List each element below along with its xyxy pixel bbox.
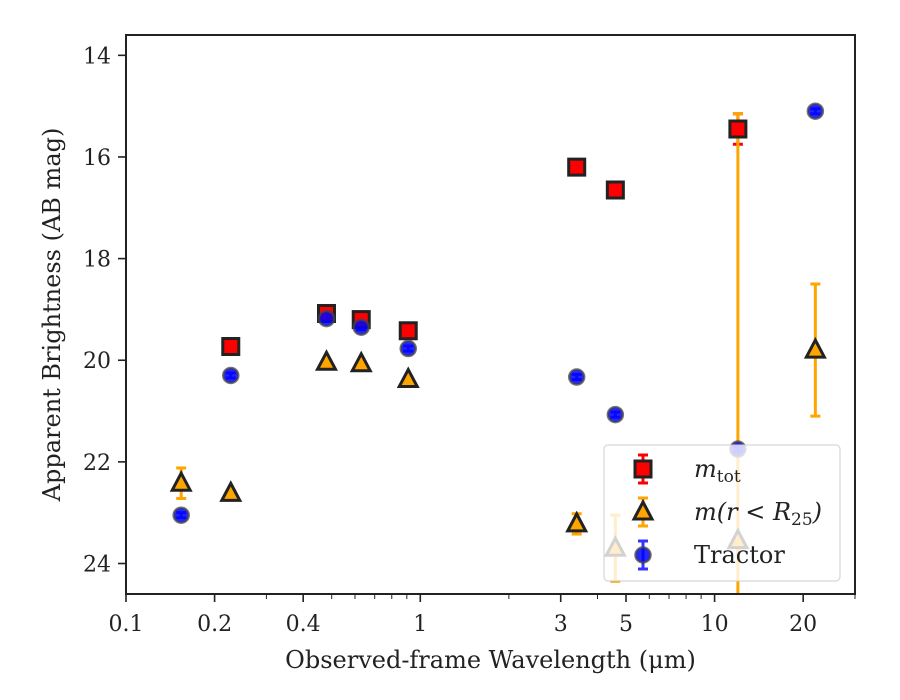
legend: mtot m(r < R25) Tractor <box>603 444 841 582</box>
y-tick-label: 24 <box>83 553 111 578</box>
legend-label-subscript: 25 <box>791 510 813 530</box>
legend-label-tail: ) <box>812 498 822 526</box>
legend-label-m_tot: mtot <box>694 455 741 487</box>
legend-label-subscript: tot <box>717 467 741 487</box>
y-tick-label: 18 <box>83 248 111 273</box>
tractor-point <box>567 368 586 386</box>
legend-label-text: m <box>694 455 717 483</box>
legend-marker-m_r25 <box>631 498 655 521</box>
legend-marker-m_tot <box>633 459 653 479</box>
tractor-point <box>222 366 240 385</box>
legend-label-text: Tractor <box>694 541 785 569</box>
tractor-point <box>399 339 417 358</box>
m_r25-point <box>169 470 193 492</box>
tractor-point <box>606 405 625 424</box>
y-tick-label: 16 <box>83 146 111 171</box>
x-tick-label: 0.2 <box>197 612 232 637</box>
x-tick-label: 0.4 <box>286 612 321 637</box>
legend-label-tractor: Tractor <box>694 541 785 569</box>
x-tick-label: 3 <box>554 612 568 637</box>
legend-marker-tractor <box>634 546 652 564</box>
x-tick-label: 5 <box>619 612 633 637</box>
m_r25-point <box>314 349 338 371</box>
marker-layer <box>169 102 827 557</box>
m_r25-point <box>396 366 420 389</box>
x-tick-label: 20 <box>789 612 817 637</box>
tractor-point <box>352 318 370 336</box>
x-tick-label: 0.1 <box>109 612 144 637</box>
m_r25-point <box>803 336 827 359</box>
m_tot-point <box>605 180 625 200</box>
m_r25-point <box>349 350 373 373</box>
x-axis-title: Observed-frame Wavelength (μm) <box>285 646 696 674</box>
y-tick-label: 14 <box>83 44 111 69</box>
legend-box <box>603 444 841 582</box>
tractor-point <box>806 102 825 120</box>
x-tick-label: 10 <box>701 612 729 637</box>
y-axis-title: Apparent Brightness (AB mag) <box>38 128 66 503</box>
m_r25-point <box>219 480 243 502</box>
m_tot-point <box>567 157 587 177</box>
m_tot-point <box>398 321 418 341</box>
legend-label-text: m(r < R <box>694 498 791 526</box>
tractor-point <box>172 506 190 524</box>
m_tot-point <box>728 119 748 139</box>
tick-layer: 0.1 0.2 0.4 1 3 5 10 20 14 16 18 20 22 24 <box>83 44 856 637</box>
y-tick-label: 20 <box>83 349 111 374</box>
m_tot-point <box>221 337 241 357</box>
m_r25-point <box>565 510 589 533</box>
tractor-point <box>317 309 336 328</box>
plot-frame <box>125 34 856 595</box>
x-tick-label: 1 <box>413 612 427 637</box>
legend-label-m_r25: m(r < R25) <box>694 498 822 530</box>
y-tick-label: 22 <box>83 451 111 476</box>
